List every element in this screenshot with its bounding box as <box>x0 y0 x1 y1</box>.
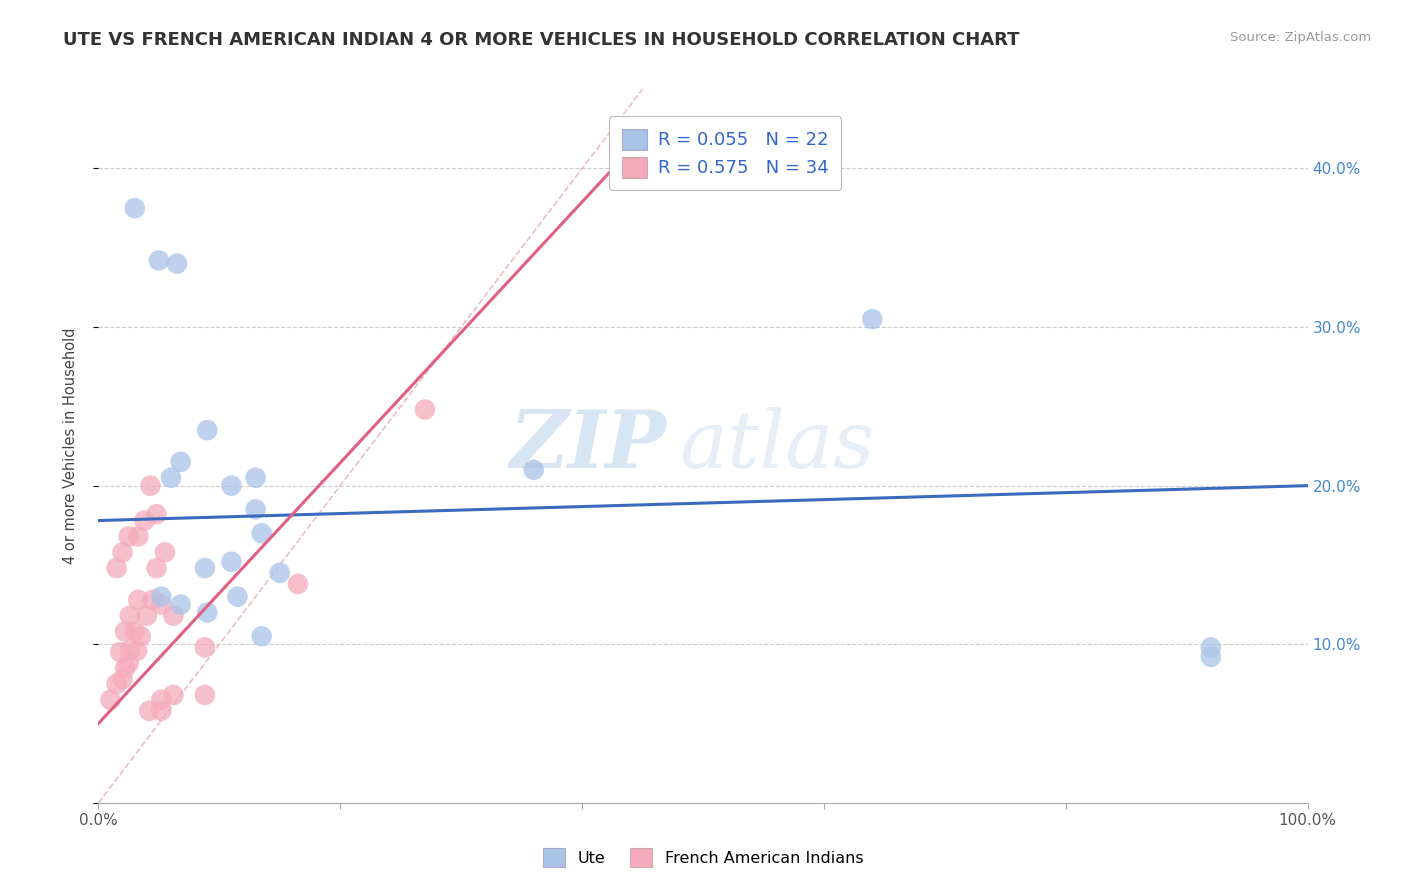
Point <box>245 471 267 485</box>
Legend: Ute, French American Indians: Ute, French American Indians <box>536 842 870 873</box>
Point <box>194 561 217 575</box>
Point <box>162 688 184 702</box>
Point <box>413 402 436 417</box>
Point <box>1199 649 1222 664</box>
Point <box>250 629 273 643</box>
Point <box>100 692 122 706</box>
Text: Source: ZipAtlas.com: Source: ZipAtlas.com <box>1230 31 1371 45</box>
Point <box>150 598 173 612</box>
Point <box>118 657 141 671</box>
Point <box>124 624 146 639</box>
Point <box>108 645 131 659</box>
Point <box>124 201 146 215</box>
Point <box>195 423 218 437</box>
Point <box>118 608 141 623</box>
Point <box>1199 640 1222 655</box>
Point <box>114 624 136 639</box>
Point <box>523 463 546 477</box>
Point <box>105 561 128 575</box>
Point <box>245 502 267 516</box>
Point <box>138 704 160 718</box>
Point <box>129 629 152 643</box>
Point <box>150 704 173 718</box>
Point <box>135 608 157 623</box>
Y-axis label: 4 or more Vehicles in Household: 4 or more Vehicles in Household <box>63 327 77 565</box>
Point <box>145 507 167 521</box>
Text: ZIP: ZIP <box>510 408 666 484</box>
Point <box>150 692 173 706</box>
Point <box>269 566 291 580</box>
Point <box>860 312 883 326</box>
Legend: R = 0.055   N = 22, R = 0.575   N = 34: R = 0.055 N = 22, R = 0.575 N = 34 <box>609 116 841 190</box>
Point <box>250 526 273 541</box>
Point <box>166 257 188 271</box>
Point <box>194 688 217 702</box>
Text: atlas: atlas <box>679 408 875 484</box>
Text: UTE VS FRENCH AMERICAN INDIAN 4 OR MORE VEHICLES IN HOUSEHOLD CORRELATION CHART: UTE VS FRENCH AMERICAN INDIAN 4 OR MORE … <box>63 31 1019 49</box>
Point <box>162 608 184 623</box>
Point <box>127 592 149 607</box>
Point <box>153 545 176 559</box>
Point <box>169 455 191 469</box>
Point <box>150 590 173 604</box>
Point <box>127 643 149 657</box>
Point <box>111 545 134 559</box>
Point <box>195 606 218 620</box>
Point <box>134 514 156 528</box>
Point <box>139 478 162 492</box>
Point <box>114 661 136 675</box>
Point <box>221 555 243 569</box>
Point <box>127 529 149 543</box>
Point <box>118 529 141 543</box>
Point <box>148 253 170 268</box>
Point <box>118 643 141 657</box>
Point <box>145 561 167 575</box>
Point <box>226 590 249 604</box>
Point <box>160 471 183 485</box>
Point <box>287 577 309 591</box>
Point <box>221 478 243 492</box>
Point <box>111 672 134 686</box>
Point <box>169 598 191 612</box>
Point <box>194 640 217 655</box>
Point <box>142 592 165 607</box>
Point <box>105 677 128 691</box>
